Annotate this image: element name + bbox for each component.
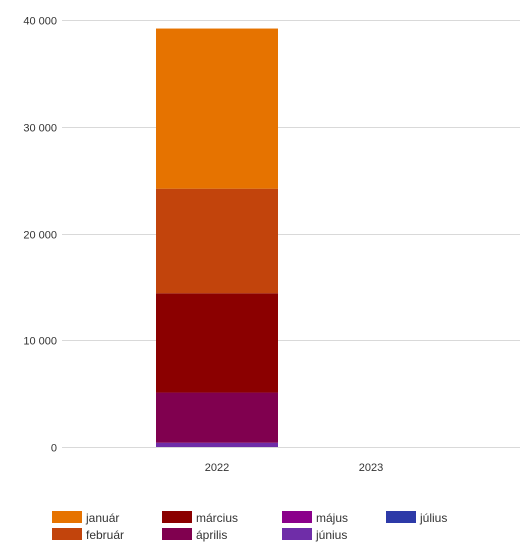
- legend-item-február[interactable]: február: [52, 528, 124, 542]
- legend-item-január[interactable]: január: [52, 511, 119, 525]
- y-tick-label: 0: [51, 443, 57, 455]
- x-tick-label: 2022: [205, 462, 229, 474]
- legend-label: április: [196, 528, 227, 542]
- legend-item-július[interactable]: július: [386, 511, 447, 525]
- y-tick-label: 10 000: [23, 336, 57, 348]
- legend-label: június: [315, 528, 347, 542]
- legend[interactable]: január február március április május június jú…: [52, 511, 447, 542]
- x-tick-label: 2023: [359, 462, 383, 474]
- legend-swatch: [52, 511, 82, 523]
- x-axis-tick-labels: 2022 2023: [205, 462, 383, 474]
- y-tick-label: 40 000: [23, 16, 57, 28]
- legend-label: március: [196, 511, 238, 525]
- legend-item-május[interactable]: május: [282, 511, 348, 525]
- legend-swatch: [52, 528, 82, 540]
- bar-segment-2022-2[interactable]: [156, 293, 278, 393]
- legend-item-április[interactable]: április: [162, 528, 227, 542]
- legend-label: február: [86, 528, 124, 542]
- bars: [156, 28, 278, 447]
- legend-swatch: [282, 528, 312, 540]
- bar-segment-2022-3[interactable]: [156, 188, 278, 294]
- y-tick-label: 20 000: [23, 230, 57, 242]
- legend-swatch: [162, 528, 192, 540]
- gridlines: [62, 20, 520, 448]
- y-axis-tick-labels: 0 10 000 20 000 30 000 40 000: [23, 16, 57, 455]
- legend-swatch: [386, 511, 416, 523]
- y-tick-label: 30 000: [23, 123, 57, 135]
- legend-item-június[interactable]: június: [282, 528, 347, 542]
- bar-segment-2022-1[interactable]: [156, 392, 278, 443]
- bar-segment-2022-4[interactable]: [156, 28, 278, 189]
- legend-swatch: [162, 511, 192, 523]
- legend-item-március[interactable]: március: [162, 511, 238, 525]
- legend-swatch: [282, 511, 312, 523]
- legend-label: január: [85, 511, 119, 525]
- legend-label: május: [316, 511, 348, 525]
- legend-label: július: [419, 511, 447, 525]
- bar-segment-2022-0[interactable]: [156, 442, 278, 447]
